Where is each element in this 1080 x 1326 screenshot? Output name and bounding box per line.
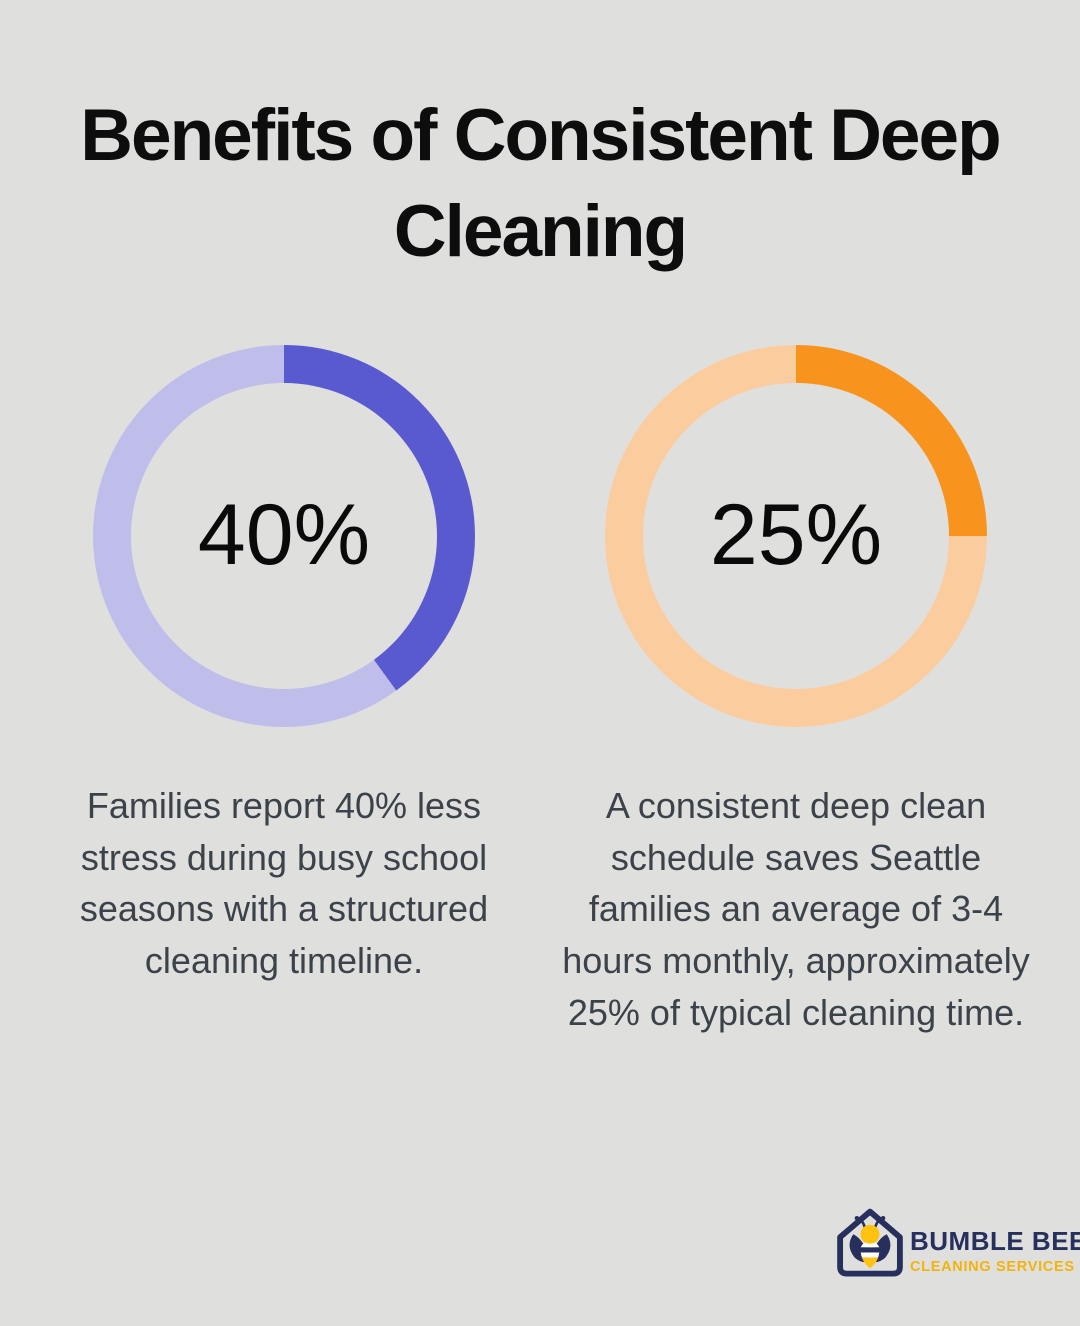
donut-chart-stress-reduction: 40% xyxy=(93,344,475,727)
donut-hole: 25% xyxy=(643,382,949,689)
donut-value-label: 40% xyxy=(197,487,371,584)
caption-time-saved: A consistent deep clean schedule saves S… xyxy=(562,784,1030,1034)
donut-value-label: 25% xyxy=(709,487,883,584)
title-line-1: Benefits of Consistent Deep xyxy=(80,95,1001,176)
donut-charts-row: 40% 25% xyxy=(0,344,1080,727)
page-title: Benefits of Consistent Deep Cleaning xyxy=(0,0,1080,281)
brand-logo: BUMBLE BEE CLEANING SERVICES xyxy=(833,1208,1080,1278)
caption-column: A consistent deep clean schedule saves S… xyxy=(546,780,1046,1039)
title-line-2: Cleaning xyxy=(393,191,688,273)
brand-tagline: CLEANING SERVICES xyxy=(910,1258,1075,1275)
brand-name: BUMBLE BEE xyxy=(910,1225,1080,1256)
brand-logo-text: BUMBLE BEE CLEANING SERVICES xyxy=(910,1226,1080,1275)
donut-hole: 40% xyxy=(131,382,437,689)
bee-in-house-icon xyxy=(837,1208,903,1277)
donut-chart-time-saved: 25% xyxy=(605,344,987,727)
captions-row: Families report 40% less stress during b… xyxy=(0,780,1080,1039)
caption-column: Families report 40% less stress during b… xyxy=(34,780,534,1039)
caption-stress-reduction: Families report 40% less stress during b… xyxy=(79,784,489,982)
